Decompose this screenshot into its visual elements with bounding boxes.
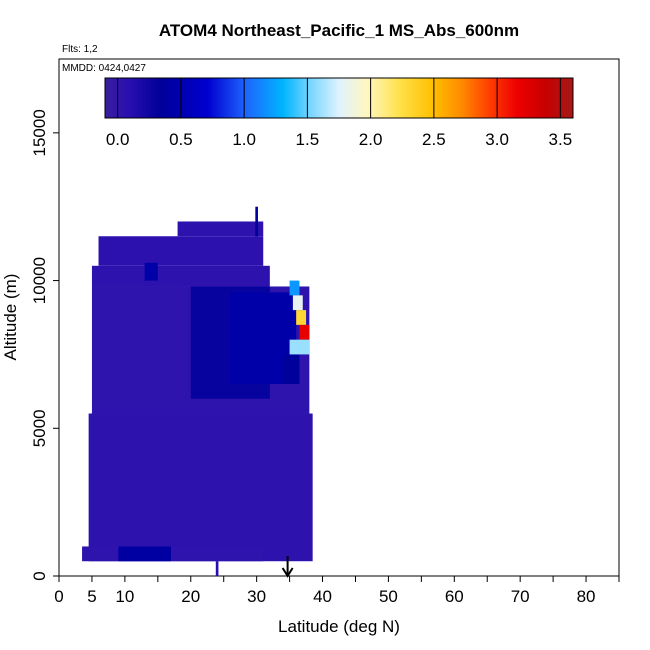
heatmap-cell-3 bbox=[98, 236, 264, 266]
colorbar-tick-label-0: 0.0 bbox=[106, 130, 130, 149]
heatmap-cells bbox=[82, 206, 313, 576]
x-tick-label-2: 10 bbox=[115, 587, 134, 606]
heatmap-cell-4 bbox=[177, 221, 264, 237]
heatmap-cell-16 bbox=[255, 206, 258, 237]
colorbar-ticks: 0.0 0.5 1.0 1.5 2.0 2.5 3.0 3.5 bbox=[106, 78, 572, 149]
heatmap-cell-10 bbox=[144, 262, 158, 281]
heatmap-cell-2 bbox=[91, 265, 270, 287]
x-axis-label: Latitude (deg N) bbox=[278, 617, 400, 636]
heatmap-cell-12 bbox=[292, 295, 303, 311]
x-axis: 0 5 10 20 30 40 50 60 70 80 bbox=[54, 576, 620, 606]
heatmap-cell-14 bbox=[299, 324, 310, 340]
colorbar bbox=[104, 77, 574, 119]
flight-marker-arrow-head bbox=[281, 567, 294, 578]
x-tick-label-5: 40 bbox=[313, 587, 332, 606]
date-note: MMDD: 0424,0427 bbox=[62, 63, 146, 74]
x-tick-label-6: 50 bbox=[379, 587, 398, 606]
flights-note: Flts: 1,2 bbox=[62, 44, 98, 55]
y-tick-label-0: 0 bbox=[30, 571, 49, 580]
colorbar-tick-label-7: 3.5 bbox=[549, 130, 573, 149]
heatmap-cell-11 bbox=[289, 280, 300, 296]
x-tick-label-9: 80 bbox=[577, 587, 596, 606]
heatmap-cell-13 bbox=[296, 310, 307, 325]
y-tick-label-3: 15000 bbox=[30, 109, 49, 156]
y-axis: 0 5000 10000 15000 bbox=[30, 109, 59, 581]
colorbar-tick-label-1: 0.5 bbox=[169, 130, 193, 149]
heatmap-cell-6 bbox=[118, 546, 171, 562]
flight-marker bbox=[281, 556, 294, 578]
y-tick-label-2: 10000 bbox=[30, 257, 49, 304]
x-tick-label-0: 0 bbox=[54, 587, 63, 606]
colorbar-tick-label-6: 3.0 bbox=[485, 130, 509, 149]
colorbar-tick-label-2: 1.0 bbox=[232, 130, 256, 149]
plot-frame bbox=[58, 58, 620, 577]
heatmap-cell-9 bbox=[283, 354, 300, 384]
colorbar-tick-label-4: 2.0 bbox=[359, 130, 383, 149]
heatmap-cell-15 bbox=[289, 339, 310, 355]
x-tick-label-7: 60 bbox=[445, 587, 464, 606]
heatmap-cell-0 bbox=[88, 413, 313, 562]
x-tick-label-3: 20 bbox=[181, 587, 200, 606]
x-tick-label-8: 70 bbox=[511, 587, 530, 606]
heatmap-cell-17 bbox=[215, 561, 219, 576]
chart-title: ATOM4 Northeast_Pacific_1 MS_Abs_600nm bbox=[159, 21, 519, 40]
x-tick-label-1: 5 bbox=[87, 587, 96, 606]
heatmap-cell-5 bbox=[82, 546, 264, 562]
y-axis-label: Altitude (m) bbox=[1, 274, 20, 361]
colorbar-tick-label-5: 2.5 bbox=[422, 130, 446, 149]
x-tick-label-4: 30 bbox=[247, 587, 266, 606]
colorbar-tick-label-3: 1.5 bbox=[296, 130, 320, 149]
y-tick-label-1: 5000 bbox=[30, 409, 49, 447]
